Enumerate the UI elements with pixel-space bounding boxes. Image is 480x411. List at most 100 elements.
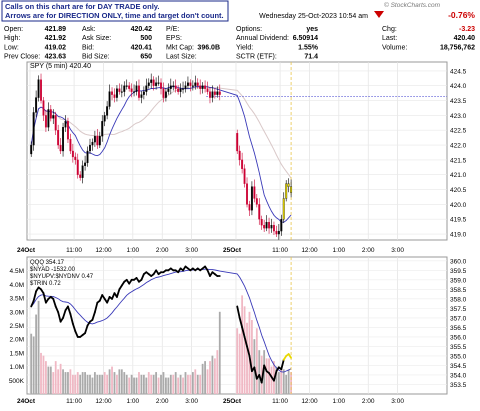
spy-candle	[213, 91, 216, 95]
quote-label: Open:	[4, 26, 23, 33]
spy-candle	[130, 88, 133, 92]
qqq-legend-line: $NYUPV:$NYDNV 0.47	[30, 274, 94, 280]
spy-time-tick: 2:00	[156, 247, 169, 254]
volume-bar	[204, 361, 206, 394]
volume-bar	[150, 374, 153, 394]
volume-bar	[147, 372, 150, 394]
qqq-time-tick: 3:00	[391, 398, 404, 405]
spy-candle	[238, 150, 241, 161]
volume-bar	[275, 366, 278, 394]
volume-bar	[49, 366, 52, 394]
quote-label: Mkt Cap:	[166, 44, 194, 51]
spy-time-tick: 12:00	[301, 247, 318, 254]
spy-candle	[64, 121, 67, 128]
qqq-time-tick: 11:00	[66, 398, 82, 405]
volume-bar	[169, 374, 172, 394]
volume-bar	[218, 311, 221, 394]
spy-candle	[194, 82, 197, 86]
spy-candle	[42, 100, 45, 116]
spy-price-tick: 423.0	[450, 113, 467, 120]
volume-bar	[268, 358, 270, 394]
quote-label: Annual Dividend:	[236, 35, 289, 42]
spy-candle	[84, 162, 87, 166]
volume-bar	[213, 358, 216, 394]
spy-candle	[164, 91, 167, 98]
qqq-line-segment	[273, 370, 278, 382]
quote-label: Ask:	[82, 26, 96, 33]
quote-rows: Open: 421.89 Ask: 420.42 P/E: Options: yes Chg:…	[4, 26, 475, 61]
spy-candle	[265, 222, 268, 229]
spy-candle	[32, 112, 35, 146]
quote-label: Ask Size:	[82, 35, 111, 42]
spy-candle	[285, 183, 288, 199]
quote-value: -3.23	[459, 26, 475, 33]
quote-label: EPS:	[166, 35, 182, 42]
volume-bar	[246, 322, 248, 394]
spy-candle	[275, 230, 278, 235]
volume-bar	[30, 333, 33, 394]
volume-tick: 2.5M	[10, 323, 24, 330]
volume-bar	[103, 372, 106, 394]
qqq-time-tick: 11:00	[272, 398, 288, 405]
quote-value: 421.89	[45, 26, 67, 33]
volume-bar	[91, 377, 94, 394]
volume-bar	[130, 374, 133, 394]
spy-candle	[169, 85, 172, 89]
spy-time-tick: 3:00	[391, 247, 404, 254]
spy-price-tick: 423.5	[450, 98, 467, 105]
qqq-price-tick: 359.5	[450, 268, 467, 275]
qqq-time-tick: 1:00	[333, 398, 346, 405]
qqq-line-segment	[71, 322, 77, 333]
volume-ticks: 500K 1.0M 1.5M 2.0M 2.5M 3.0M 3.5M 4.0M 4.5M	[9, 268, 25, 385]
spy-candle	[191, 85, 194, 87]
spy-candle	[189, 82, 192, 86]
qqq-legend-line: QQQ 354.17	[30, 260, 65, 266]
volume-bar	[108, 369, 111, 394]
volume-tick: 4.0M	[10, 282, 24, 289]
volume-bar	[71, 374, 74, 394]
quote-value: yes	[306, 26, 318, 33]
spy-time-ticks: 24Oct 11:00 12:00 1:00 2:00 3:00 25Oct 11:00 12:…	[17, 247, 404, 254]
quote-label: Volume:	[382, 44, 407, 51]
spy-candle	[57, 130, 60, 146]
spy-candle	[106, 106, 109, 116]
volume-bar	[138, 372, 140, 394]
spy-candle	[196, 82, 199, 86]
volume-bar	[201, 363, 204, 394]
volume-tick: 1.0M	[10, 364, 24, 371]
volume-bar	[79, 374, 82, 394]
spy-candle	[268, 222, 271, 229]
qqq-time-tick: 12:00	[95, 398, 112, 405]
spy-candle	[157, 82, 160, 84]
volume-bar	[125, 374, 128, 394]
qqq-price-tick: 356.0	[450, 334, 467, 341]
quote-value: 500	[140, 35, 152, 42]
quote-value: 423.63	[45, 54, 67, 61]
spy-candle	[243, 168, 246, 184]
volume-bar	[236, 328, 239, 394]
volume-bar	[62, 369, 64, 394]
volume-bar	[40, 352, 42, 394]
qqq-time-tick: 12:00	[301, 398, 318, 405]
qqq-price-tick: 360.0	[450, 258, 467, 265]
volume-bar	[251, 320, 253, 394]
spy-candle	[44, 115, 47, 128]
volume-bar	[106, 374, 109, 394]
spy-candle	[255, 198, 258, 205]
spy-candle	[140, 94, 143, 98]
qqq-legend-line: $TRIN 0.72	[30, 281, 61, 287]
spy-time-tick: 1:00	[127, 247, 140, 254]
volume-bar	[174, 372, 177, 394]
spy-candle	[152, 79, 155, 86]
qqq-line-segment	[241, 326, 246, 338]
quote-value: 6.50914	[293, 35, 318, 42]
spy-ma-long	[30, 87, 292, 179]
volume-bar	[182, 377, 184, 394]
spy-candle	[155, 82, 158, 86]
spy-candle	[277, 230, 280, 235]
volume-bar	[287, 369, 290, 394]
spy-candle	[246, 183, 248, 205]
spy-candle	[54, 115, 57, 131]
volume-bar	[47, 366, 50, 394]
